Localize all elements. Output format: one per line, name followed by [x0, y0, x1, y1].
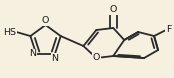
Text: O: O	[42, 16, 49, 25]
Text: O: O	[93, 54, 100, 62]
Text: N: N	[29, 49, 36, 58]
Text: N: N	[52, 54, 58, 63]
Text: HS: HS	[3, 28, 17, 37]
Text: F: F	[166, 26, 171, 34]
Text: O: O	[110, 5, 117, 14]
